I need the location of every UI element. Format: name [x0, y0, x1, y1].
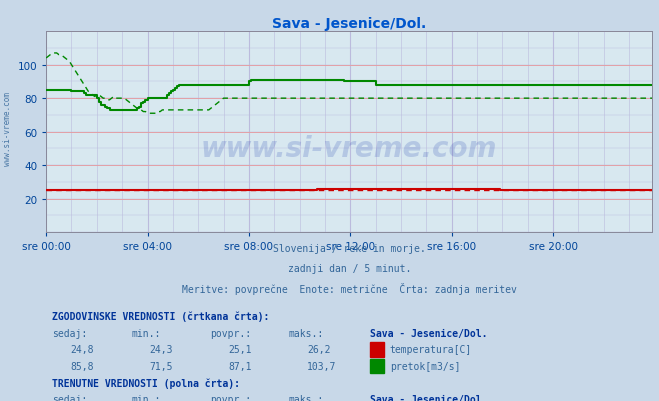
Text: povpr.:: povpr.:: [210, 394, 251, 401]
Text: 71,5: 71,5: [149, 361, 173, 371]
Text: 24,8: 24,8: [71, 344, 94, 354]
Text: 24,3: 24,3: [149, 344, 173, 354]
Text: maks.:: maks.:: [289, 394, 324, 401]
Text: Slovenija / reke in morje.: Slovenija / reke in morje.: [273, 244, 426, 254]
Text: ZGODOVINSKE VREDNOSTI (črtkana črta):: ZGODOVINSKE VREDNOSTI (črtkana črta):: [52, 311, 270, 322]
Text: 103,7: 103,7: [307, 361, 336, 371]
Text: min.:: min.:: [131, 394, 160, 401]
Text: Meritve: povprečne  Enote: metrične  Črta: zadnja meritev: Meritve: povprečne Enote: metrične Črta:…: [182, 282, 517, 294]
Bar: [370, 359, 384, 373]
Text: zadnji dan / 5 minut.: zadnji dan / 5 minut.: [287, 263, 411, 273]
Text: maks.:: maks.:: [289, 328, 324, 338]
Text: povpr.:: povpr.:: [210, 328, 251, 338]
Text: min.:: min.:: [131, 328, 160, 338]
Text: 87,1: 87,1: [228, 361, 252, 371]
Text: 26,2: 26,2: [307, 344, 330, 354]
Title: Sava - Jesenice/Dol.: Sava - Jesenice/Dol.: [272, 17, 426, 31]
Text: www.si-vreme.com: www.si-vreme.com: [201, 134, 498, 162]
Text: TRENUTNE VREDNOSTI (polna črta):: TRENUTNE VREDNOSTI (polna črta):: [52, 378, 240, 388]
Text: www.si-vreme.com: www.si-vreme.com: [3, 91, 13, 165]
Text: pretok[m3/s]: pretok[m3/s]: [390, 361, 461, 371]
Text: 85,8: 85,8: [71, 361, 94, 371]
Text: sedaj:: sedaj:: [52, 394, 88, 401]
Text: Sava - Jesenice/Dol.: Sava - Jesenice/Dol.: [370, 394, 488, 401]
Text: sedaj:: sedaj:: [52, 328, 88, 338]
Text: temperatura[C]: temperatura[C]: [390, 344, 472, 354]
Text: Sava - Jesenice/Dol.: Sava - Jesenice/Dol.: [370, 328, 488, 338]
Bar: [370, 342, 384, 356]
Text: 25,1: 25,1: [228, 344, 252, 354]
